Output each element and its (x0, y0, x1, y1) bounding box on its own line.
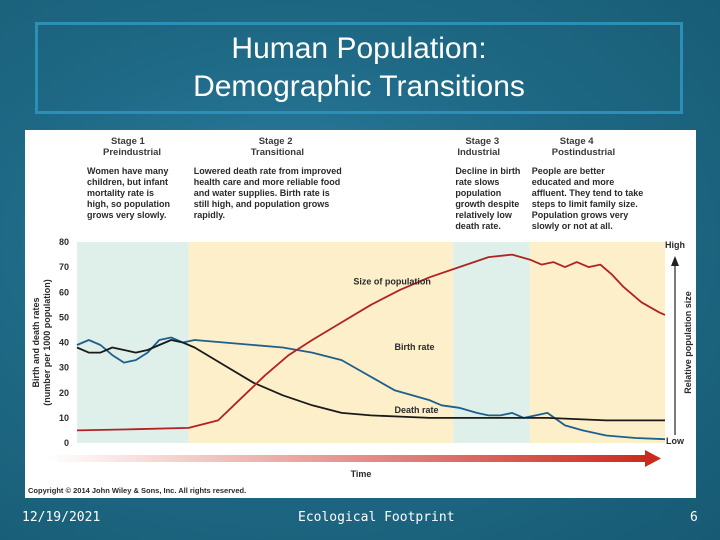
stage-4-description-line: steps to limit family size. (532, 199, 638, 209)
stage-4-name: Stage 4 (560, 136, 595, 147)
stage-band-4 (529, 242, 665, 443)
death-rate-label: Death rate (395, 405, 439, 415)
right-axis-label: Relative population size (683, 291, 693, 394)
stage-4-description-line: Population grows very (532, 210, 629, 220)
stage-1-description-line: Women have many (87, 166, 168, 176)
stage-1-subtitle: Preindustrial (103, 147, 161, 158)
stage-2-description-line: health care and more reliable food (194, 177, 341, 187)
stage-band-3 (453, 242, 530, 443)
slide-title-line1: Human Population: (231, 32, 487, 65)
stage-2-description-line: still high, and population grows (194, 199, 330, 209)
death-rate-line (76, 339, 665, 422)
stage-4-subtitle: Postindustrial (552, 147, 615, 158)
demographic-transition-figure: Stage 1 Preindustrial Women have many child… (25, 130, 696, 498)
stage-3-description-line: Decline in birth (455, 166, 520, 176)
stage-1-name: Stage 1 (111, 136, 146, 147)
y-tick-label: 0 (64, 438, 69, 448)
population-size-label: Size of population (353, 277, 431, 287)
right-axis-arrow-head (671, 256, 679, 266)
population-size-line (76, 253, 666, 432)
stage-1-description-line: mortality rate is (87, 188, 154, 198)
y-tick-label: 70 (59, 262, 69, 272)
birth-rate-line (76, 336, 666, 441)
stage-1-description-line: high, so population (87, 199, 170, 209)
stage-3-description-line: rate slows (455, 177, 499, 187)
stage-4-description-line: slowly or not at all. (532, 221, 613, 231)
stage-3-description-line: relatively low (455, 210, 513, 220)
footer-page-number: 6 (690, 510, 698, 525)
stage-2-subtitle: Transitional (251, 147, 304, 158)
y-axis-label-line1: Birth and death rates (31, 297, 41, 387)
right-axis-low-label: Low (666, 436, 685, 446)
stage-2-name: Stage 2 (259, 136, 293, 147)
y-tick-label: 80 (59, 237, 69, 247)
stage-2-description-line: rapidly. (194, 210, 225, 220)
y-tick-label: 60 (59, 287, 69, 297)
stage-4-description-line: People are better (532, 166, 606, 176)
y-axis-label-line2: (number per 1000 population) (42, 279, 52, 406)
stage-3-description-line: death rate. (455, 221, 501, 231)
stage-2-description-line: Lowered death rate from improved (194, 166, 342, 176)
stage-1-description-line: children, but infant (87, 177, 168, 187)
time-arrow-bar (47, 455, 645, 462)
birth-rate-label: Birth rate (395, 342, 435, 352)
footer-center-text: Ecological Footprint (298, 510, 455, 525)
stage-3-description-line: growth despite (455, 199, 519, 209)
x-axis-label: Time (351, 469, 372, 479)
stage-2-description-line: and water supplies. Birth rate is (194, 188, 330, 198)
stage-3-description-line: population (455, 188, 501, 198)
y-tick-label: 20 (59, 388, 69, 398)
stage-4-description-line: educated and more (532, 177, 615, 187)
stage-4-description-line: affluent. They tend to take (532, 188, 644, 198)
footer-date: 12/19/2021 (22, 510, 101, 525)
right-axis-high-label: High (665, 240, 685, 250)
y-tick-label: 10 (59, 413, 69, 423)
stage-3-subtitle: Industrial (457, 147, 500, 158)
stage-1-description-line: grows very slowly. (87, 210, 166, 220)
slide-title-line2: Demographic Transitions (193, 70, 525, 103)
y-tick-label: 40 (59, 338, 69, 348)
time-arrow-head (645, 450, 661, 467)
y-tick-label: 50 (59, 312, 69, 322)
slide-title: Human Population: Demographic Transition… (35, 22, 683, 114)
copyright-text: Copyright © 2014 John Wiley & Sons, Inc.… (28, 486, 246, 495)
stage-3-name: Stage 3 (465, 136, 499, 147)
y-tick-label: 30 (59, 363, 69, 373)
